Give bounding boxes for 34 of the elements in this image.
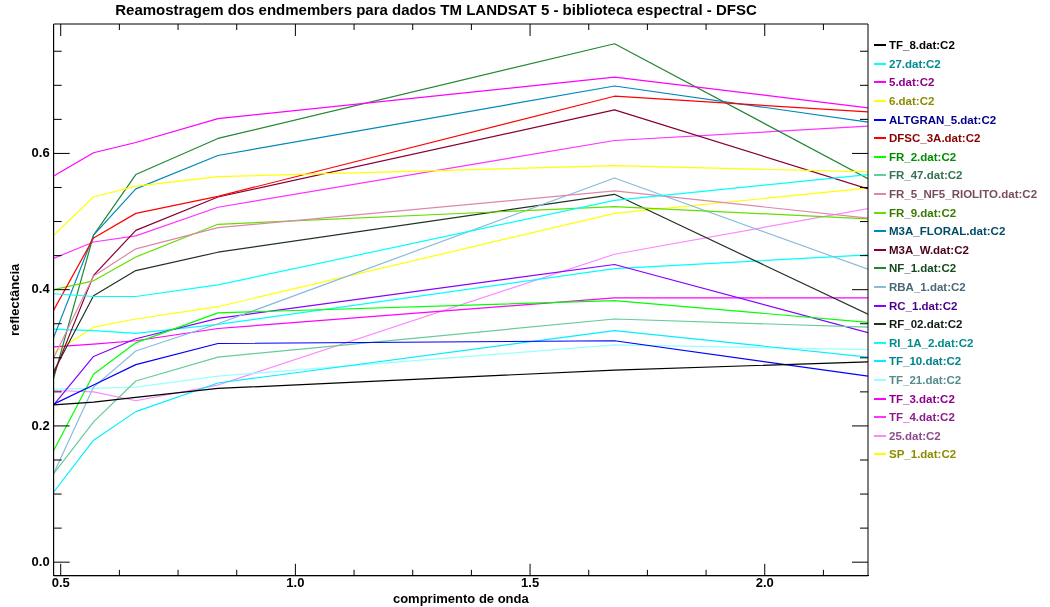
- legend-label: RBA_1.dat:C2: [889, 281, 966, 294]
- legend-label: RI_1A_2.dat:C2: [889, 336, 974, 349]
- legend-label: TF_4.dat:C2: [889, 411, 955, 424]
- x-axis-title: comprimento de onda: [392, 590, 530, 606]
- y-tick-label: 0.2: [31, 417, 50, 433]
- legend-label: DFSC_3A.dat:C2: [889, 132, 981, 145]
- legend-label: RF_02.dat:C2: [889, 318, 963, 331]
- legend-label: 25.dat:C2: [889, 429, 941, 442]
- legend-label: M3A_W.dat:C2: [889, 243, 969, 256]
- y-tick-label: 0.6: [31, 145, 50, 161]
- legend-label: 5.dat:C2: [889, 76, 935, 89]
- legend-label: FR_5_NF5_RIOLITO.dat:C2: [889, 188, 1038, 201]
- chart-title: Reamostragem dos endmembers para dados TM LANDSAT 5 - biblioteca espectral - DFSC: [115, 1, 757, 19]
- legend-label: SP_1.dat:C2: [889, 448, 957, 461]
- x-tick-label: 2.0: [755, 575, 774, 591]
- legend-label: 27.dat:C2: [889, 57, 941, 70]
- y-tick-label: 0.4: [31, 281, 51, 297]
- legend-label: TF_8.dat:C2: [889, 39, 955, 52]
- x-tick-label: 0.5: [51, 575, 70, 591]
- legend-label: FR_2.dat:C2: [889, 150, 957, 163]
- legend-label: 6.dat:C2: [889, 95, 935, 108]
- legend-label: FR_47.dat:C2: [889, 169, 963, 182]
- legend-label: TF_3.dat:C2: [889, 392, 955, 405]
- legend-label: FR_9.dat:C2: [889, 206, 957, 219]
- x-tick-label: 1.0: [286, 575, 305, 591]
- legend-label: NF_1.dat:C2: [889, 262, 957, 275]
- legend-label: TF_21.dat:C2: [889, 373, 962, 386]
- y-tick-label: 0.0: [31, 553, 50, 569]
- legend-label: RC_1.dat:C2: [889, 299, 958, 312]
- legend-label: M3A_FLORAL.dat:C2: [889, 225, 1006, 238]
- legend-label: ALTGRAN_5.dat:C2: [889, 113, 997, 126]
- legend-label: TF_10.dat:C2: [889, 355, 962, 368]
- x-tick-label: 1.5: [521, 575, 540, 591]
- y-axis-title: reflectância: [7, 263, 23, 337]
